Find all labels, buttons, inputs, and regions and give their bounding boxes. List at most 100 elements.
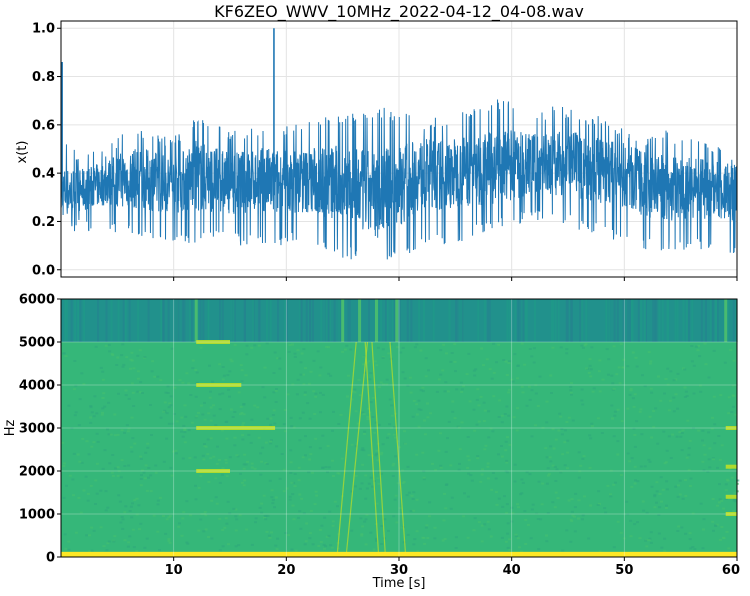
spectrogram-speckle — [459, 381, 463, 384]
spectrogram-speckle — [488, 368, 492, 371]
spectrogram-speckle — [515, 429, 519, 432]
spectrogram-tone — [725, 494, 737, 499]
spectrogram-band-streak — [105, 299, 108, 342]
spectrogram-speckle — [93, 395, 97, 398]
spectrogram-speckle — [263, 515, 267, 517]
spectrogram-speckle — [290, 425, 294, 428]
spectrogram-speckle — [567, 499, 571, 502]
spectrogram-speckle — [226, 500, 230, 503]
waveform-y-tick-label: 0.0 — [32, 263, 55, 278]
spectrogram-speckle — [424, 375, 428, 378]
spectrogram-speckle — [607, 373, 610, 376]
spectrogram-speckle — [578, 470, 582, 473]
spectrogram-speckle — [164, 532, 168, 535]
waveform-y-tick-label: 0.6 — [32, 118, 55, 133]
spectrogram-speckle — [439, 464, 443, 467]
spectrogram-band-streak — [711, 299, 714, 342]
spectrogram-speckle — [732, 499, 736, 502]
spectrogram-speckle — [288, 495, 292, 498]
spectrogram-band-streak — [616, 299, 619, 342]
spectrogram-band-streak — [410, 299, 413, 342]
spectrogram-speckle — [732, 510, 736, 512]
spectrogram-speckle — [518, 546, 521, 549]
spectrogram-speckle — [204, 528, 208, 531]
spectrogram-speckle — [88, 534, 91, 537]
spectrogram-speckle — [687, 453, 691, 456]
spectrogram-speckle — [398, 446, 401, 449]
spectrogram-speckle — [419, 349, 423, 352]
spectrogram-speckle — [403, 442, 407, 445]
spectrogram-speckle — [371, 485, 374, 488]
spectrogram-speckle — [588, 466, 592, 469]
spectrogram-speckle — [375, 452, 379, 455]
spectrogram-speckle — [147, 476, 150, 479]
spectrogram-speckle — [359, 517, 363, 520]
spectrogram-speckle — [502, 359, 506, 361]
spectrogram-speckle — [287, 350, 291, 353]
spectrogram-speckle — [477, 521, 481, 524]
spectrogram-speckle — [204, 445, 208, 448]
spectrogram-speckle — [271, 414, 275, 416]
spectrogram-speckle — [516, 377, 519, 380]
spectrogram-speckle — [631, 351, 635, 354]
spectrogram-speckle — [178, 522, 181, 525]
spectrogram-speckle — [489, 427, 493, 430]
spectrogram-speckle — [411, 415, 415, 418]
spectrogram-speckle — [74, 531, 78, 534]
spectrogram-speckle — [474, 368, 478, 371]
spectrogram-speckle — [665, 449, 669, 452]
spectrogram-speckle — [412, 491, 416, 494]
spectrogram-speckle — [551, 464, 555, 467]
spectrogram-speckle — [117, 494, 121, 497]
spectrogram-band-streak — [243, 299, 246, 342]
spectrogram-speckle — [202, 458, 206, 461]
spectrogram-speckle — [127, 427, 131, 430]
spectrogram-speckle — [513, 353, 517, 356]
spectrogram-speckle — [241, 422, 245, 425]
spectrogram-speckle — [312, 390, 316, 393]
spectrogram-speckle — [510, 520, 514, 523]
spectrogram-speckle — [494, 491, 498, 494]
spectrogram-speckle — [469, 474, 473, 477]
spectrogram-y-tick-label: 0 — [46, 551, 55, 566]
spectrogram-speckle — [490, 488, 494, 491]
spectrogram-speckle — [633, 523, 637, 526]
spectrogram-speckle — [269, 439, 273, 442]
spectrogram-speckle — [551, 428, 555, 431]
spectrogram-speckle — [628, 393, 632, 396]
spectrogram-speckle — [123, 539, 127, 542]
spectrogram-speckle — [241, 424, 245, 427]
spectrogram-speckle — [278, 477, 282, 480]
spectrogram-band-streak — [700, 299, 703, 342]
spectrogram-speckle — [325, 345, 329, 348]
spectrogram-speckle — [303, 391, 307, 394]
spectrogram-speckle — [526, 523, 530, 526]
spectrogram-speckle — [297, 466, 301, 469]
spectrogram-speckle — [555, 468, 559, 471]
spectrogram-speckle — [631, 397, 635, 400]
spectrogram-speckle — [570, 393, 573, 396]
spectrogram-speckle — [596, 504, 600, 506]
spectrogram-speckle — [130, 416, 134, 419]
spectrogram-speckle — [666, 367, 670, 370]
spectrogram-speckle — [350, 398, 354, 401]
spectrogram-speckle — [674, 378, 678, 381]
spectrogram-speckle — [242, 463, 246, 466]
spectrogram-speckle — [240, 380, 244, 383]
spectrogram-band-streak — [585, 299, 588, 342]
spectrogram-speckle — [684, 390, 688, 393]
spectrogram-speckle — [225, 420, 229, 423]
spectrogram-speckle — [658, 506, 662, 509]
spectrogram-speckle — [580, 388, 584, 391]
spectrogram-speckle — [173, 386, 177, 389]
spectrogram-speckle — [505, 374, 509, 376]
spectrogram-speckle — [82, 489, 86, 492]
spectrogram-speckle — [479, 480, 483, 483]
spectrogram-speckle — [672, 410, 676, 413]
spectrogram-speckle — [206, 453, 210, 456]
spectrogram-speckle — [589, 504, 593, 507]
spectrogram-speckle — [320, 524, 324, 527]
spectrogram-speckle — [647, 458, 651, 461]
spectrogram-speckle — [730, 411, 734, 413]
spectrogram-speckle — [437, 378, 441, 381]
